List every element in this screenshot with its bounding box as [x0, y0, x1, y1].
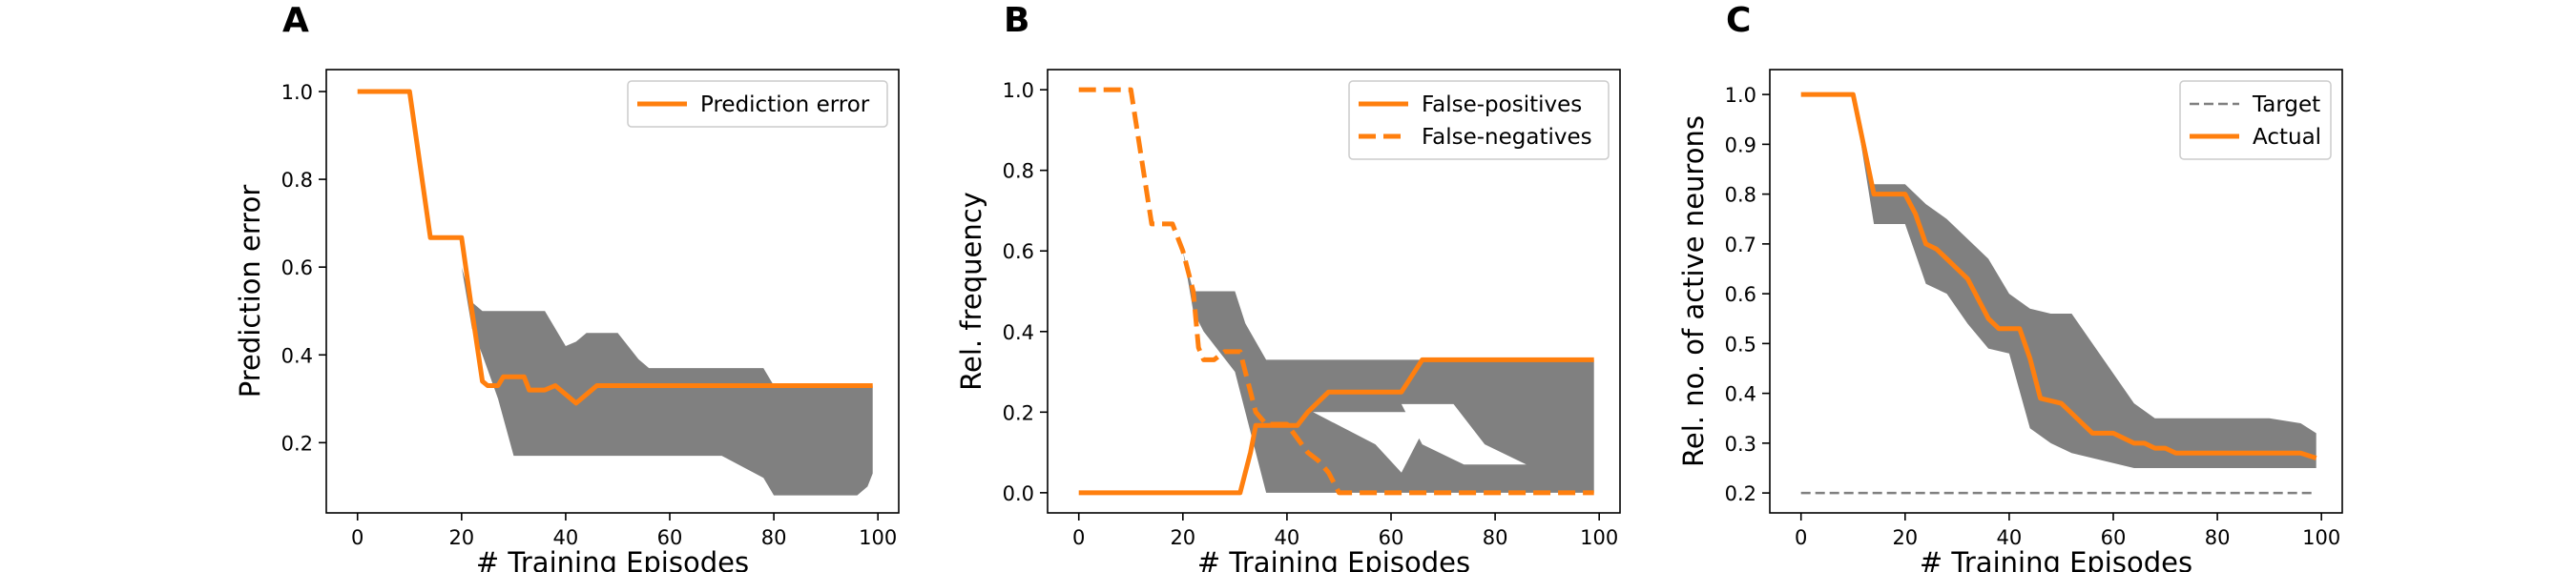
x-tick-label: 80: [2205, 526, 2231, 549]
x-tick-label: 20: [1892, 526, 1918, 549]
y-tick-label: 0.4: [1725, 383, 1756, 406]
range-band: [1853, 94, 2316, 468]
x-axis-label: # Training Episodes: [476, 546, 749, 572]
legend-box: [1348, 80, 1610, 160]
y-tick-label: 0.4: [1003, 321, 1034, 344]
legend-box: [2179, 80, 2332, 160]
x-tick-label: 40: [1275, 526, 1300, 549]
y-tick-label: 0.6: [281, 256, 313, 279]
y-axis-label: Prediction error: [234, 185, 266, 398]
range-band-gap: [1401, 403, 1527, 465]
x-tick-label: 80: [761, 526, 787, 549]
plot-frame: [325, 69, 900, 514]
y-tick-label: 1.0: [1003, 79, 1034, 102]
series-line: [1078, 357, 1594, 496]
plot-frame: [1047, 69, 1621, 514]
x-tick-label: 100: [2302, 526, 2340, 549]
x-axis-label: # Training Episodes: [1920, 546, 2192, 572]
y-axis-label: Rel. frequency: [955, 192, 987, 391]
y-tick-label: 0.2: [281, 432, 313, 455]
x-tick-label: 60: [2101, 526, 2127, 549]
y-tick-label: 0.2: [1003, 401, 1034, 424]
legend-label: Prediction error: [700, 92, 870, 117]
x-tick-label: 40: [1997, 526, 2023, 549]
x-tick-label: 60: [1379, 526, 1404, 549]
series-line: [1800, 92, 2317, 460]
panel-letter: B: [1004, 1, 1029, 40]
x-tick-label: 100: [859, 526, 897, 549]
x-tick-label: 20: [1170, 526, 1195, 549]
panel-letter: C: [1726, 1, 1751, 40]
legend-label: False-positives: [1422, 92, 1582, 117]
range-band-gap: [1313, 412, 1444, 473]
y-tick-label: 0.6: [1003, 240, 1034, 263]
y-tick-label: 1.0: [1725, 84, 1756, 107]
y-tick-label: 0.3: [1725, 433, 1756, 456]
y-tick-label: 0.4: [281, 344, 313, 367]
y-tick-label: 0.8: [1725, 184, 1756, 207]
x-tick-label: 0: [1795, 526, 1807, 549]
legend-label: Actual: [2253, 125, 2321, 150]
legend: Prediction error: [627, 80, 888, 128]
legend: False-positives False-negatives: [1348, 80, 1610, 160]
x-tick-label: 60: [657, 526, 683, 549]
y-tick-label: 0.2: [1725, 482, 1756, 505]
y-tick-label: 0.0: [1003, 482, 1034, 505]
y-tick-label: 1.0: [281, 81, 313, 104]
legend-label: False-negatives: [1422, 125, 1592, 150]
y-tick-label: 0.5: [1725, 333, 1756, 356]
y-axis-label: Rel. no. of active neurons: [1677, 115, 1710, 467]
panel-c: C 0 20 40 60 80 100 0.2 0.3 0.4 0.5 0.6 0.7 0.8 0.9 1.0…: [1677, 1, 2343, 572]
panel-letter: A: [282, 1, 309, 40]
x-tick-label: 0: [351, 526, 364, 549]
x-tick-label: 0: [1072, 526, 1085, 549]
series-line: [1078, 87, 1594, 496]
legend-label: Target: [2252, 92, 2320, 117]
y-tick-label: 0.8: [1003, 160, 1034, 183]
plot-frame: [1769, 69, 2343, 514]
legend: Target Actual: [2179, 80, 2332, 160]
range-band: [461, 267, 873, 496]
legend-box: [627, 80, 888, 128]
x-tick-label: 100: [1580, 526, 1618, 549]
x-tick-label: 40: [553, 526, 579, 549]
panel-a: A 0 20 40 60 80 100 0.2 0.4 0.6 0.8 1.0 # Training E…: [234, 1, 900, 572]
x-tick-label: 20: [448, 526, 474, 549]
series-line: [357, 89, 873, 406]
y-tick-label: 0.9: [1725, 133, 1756, 156]
y-tick-label: 0.7: [1725, 234, 1756, 256]
panel-b: B 0 20 40 60 80 100 0.0 0.2 0.4 0.6 0.8 1.0 # Trainin…: [955, 1, 1621, 572]
x-axis-label: # Training Episodes: [1197, 546, 1470, 572]
y-tick-label: 0.8: [281, 169, 313, 192]
x-tick-label: 80: [1483, 526, 1508, 549]
y-tick-label: 0.6: [1725, 283, 1756, 306]
range-band: [1182, 251, 1594, 493]
